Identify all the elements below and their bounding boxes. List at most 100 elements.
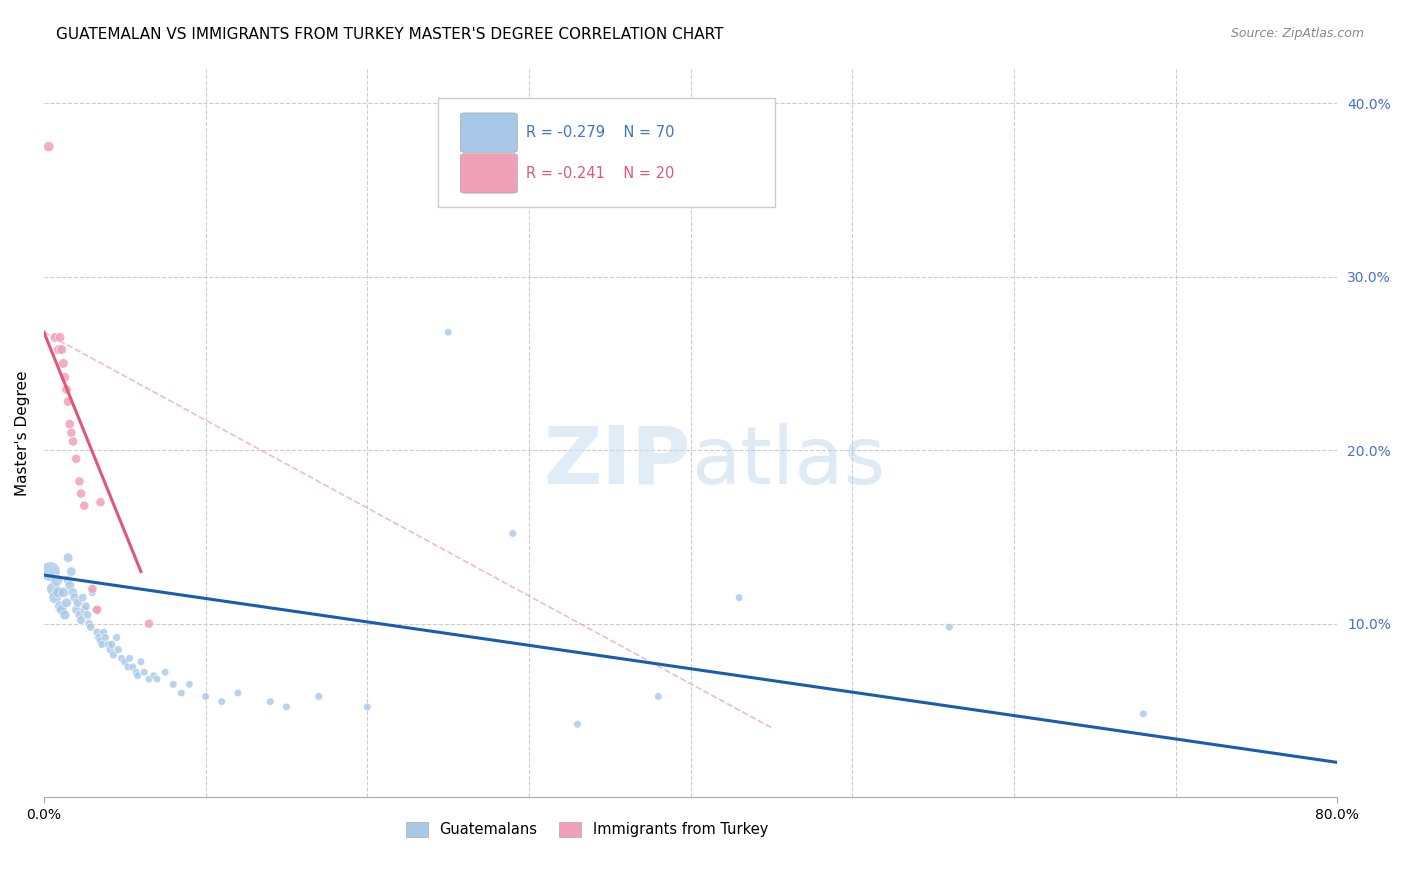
Point bbox=[259, 695, 281, 709]
Point bbox=[59, 417, 82, 431]
Point bbox=[93, 625, 115, 640]
Text: R = -0.241    N = 20: R = -0.241 N = 20 bbox=[526, 166, 675, 181]
Point bbox=[107, 642, 129, 657]
Point bbox=[65, 451, 87, 466]
Point bbox=[56, 550, 79, 565]
Point bbox=[48, 343, 70, 357]
Point bbox=[308, 690, 330, 704]
Point bbox=[72, 591, 94, 605]
Point bbox=[647, 690, 669, 704]
Point bbox=[97, 637, 120, 651]
Point bbox=[69, 475, 91, 489]
Point bbox=[70, 486, 93, 500]
Point bbox=[170, 686, 193, 700]
Point bbox=[138, 616, 160, 631]
Point bbox=[138, 672, 160, 686]
Point bbox=[45, 574, 67, 588]
Point bbox=[73, 603, 96, 617]
Point bbox=[60, 425, 83, 440]
Point bbox=[53, 607, 76, 622]
Point bbox=[91, 637, 114, 651]
Text: R = -0.279    N = 70: R = -0.279 N = 70 bbox=[526, 125, 675, 140]
Point bbox=[80, 620, 103, 634]
Point bbox=[44, 591, 66, 605]
Point bbox=[502, 526, 524, 541]
Point bbox=[62, 434, 84, 449]
Point bbox=[59, 578, 82, 592]
Point bbox=[49, 330, 72, 344]
Point bbox=[76, 607, 98, 622]
Point bbox=[69, 607, 91, 622]
Point bbox=[75, 599, 97, 614]
Point bbox=[146, 672, 169, 686]
Point bbox=[60, 565, 83, 579]
Point bbox=[65, 603, 87, 617]
Point bbox=[66, 596, 89, 610]
Text: ZIP: ZIP bbox=[543, 423, 690, 501]
Point bbox=[70, 613, 93, 627]
Point bbox=[55, 383, 77, 397]
Point bbox=[55, 596, 77, 610]
Point bbox=[73, 499, 96, 513]
FancyBboxPatch shape bbox=[439, 97, 775, 207]
Point bbox=[105, 631, 128, 645]
Point bbox=[49, 599, 72, 614]
Point bbox=[129, 655, 152, 669]
Point bbox=[86, 603, 108, 617]
Point bbox=[211, 695, 233, 709]
Point bbox=[89, 495, 111, 509]
Point bbox=[52, 356, 75, 370]
Point bbox=[87, 631, 110, 645]
Point bbox=[938, 620, 960, 634]
Point bbox=[53, 370, 76, 384]
Point bbox=[567, 717, 589, 731]
Point bbox=[101, 637, 124, 651]
Point bbox=[127, 668, 149, 682]
Point bbox=[162, 677, 184, 691]
Text: GUATEMALAN VS IMMIGRANTS FROM TURKEY MASTER'S DEGREE CORRELATION CHART: GUATEMALAN VS IMMIGRANTS FROM TURKEY MAS… bbox=[56, 27, 724, 42]
Point bbox=[44, 330, 66, 344]
Point bbox=[142, 668, 165, 682]
Point bbox=[48, 585, 70, 599]
Point bbox=[39, 565, 62, 579]
Point bbox=[125, 665, 148, 680]
Point bbox=[86, 625, 108, 640]
Point bbox=[110, 651, 132, 665]
Point bbox=[1132, 706, 1154, 721]
Point bbox=[194, 690, 217, 704]
FancyBboxPatch shape bbox=[460, 113, 517, 153]
Point bbox=[77, 616, 100, 631]
Point bbox=[52, 585, 75, 599]
Point bbox=[84, 603, 107, 617]
Point bbox=[62, 585, 84, 599]
Point bbox=[226, 686, 249, 700]
Point bbox=[356, 699, 378, 714]
Point bbox=[38, 139, 60, 153]
Point bbox=[153, 665, 176, 680]
Point bbox=[276, 699, 298, 714]
Point bbox=[82, 585, 104, 599]
Point bbox=[114, 655, 136, 669]
Point bbox=[82, 582, 104, 596]
Point bbox=[134, 665, 156, 680]
Y-axis label: Master's Degree: Master's Degree bbox=[15, 370, 30, 496]
Text: Source: ZipAtlas.com: Source: ZipAtlas.com bbox=[1230, 27, 1364, 40]
Point bbox=[42, 582, 65, 596]
Point bbox=[103, 648, 125, 662]
Point bbox=[437, 325, 460, 339]
Point bbox=[121, 660, 143, 674]
Point bbox=[89, 634, 111, 648]
Point bbox=[56, 574, 79, 588]
Point bbox=[728, 591, 751, 605]
Point bbox=[94, 631, 117, 645]
Legend: Guatemalans, Immigrants from Turkey: Guatemalans, Immigrants from Turkey bbox=[399, 814, 776, 845]
Point bbox=[98, 642, 121, 657]
Point bbox=[117, 660, 139, 674]
Point bbox=[51, 343, 73, 357]
Point bbox=[56, 394, 79, 409]
Point bbox=[118, 651, 141, 665]
Point bbox=[63, 591, 86, 605]
Point bbox=[51, 603, 73, 617]
Point bbox=[179, 677, 201, 691]
Text: atlas: atlas bbox=[690, 423, 884, 501]
